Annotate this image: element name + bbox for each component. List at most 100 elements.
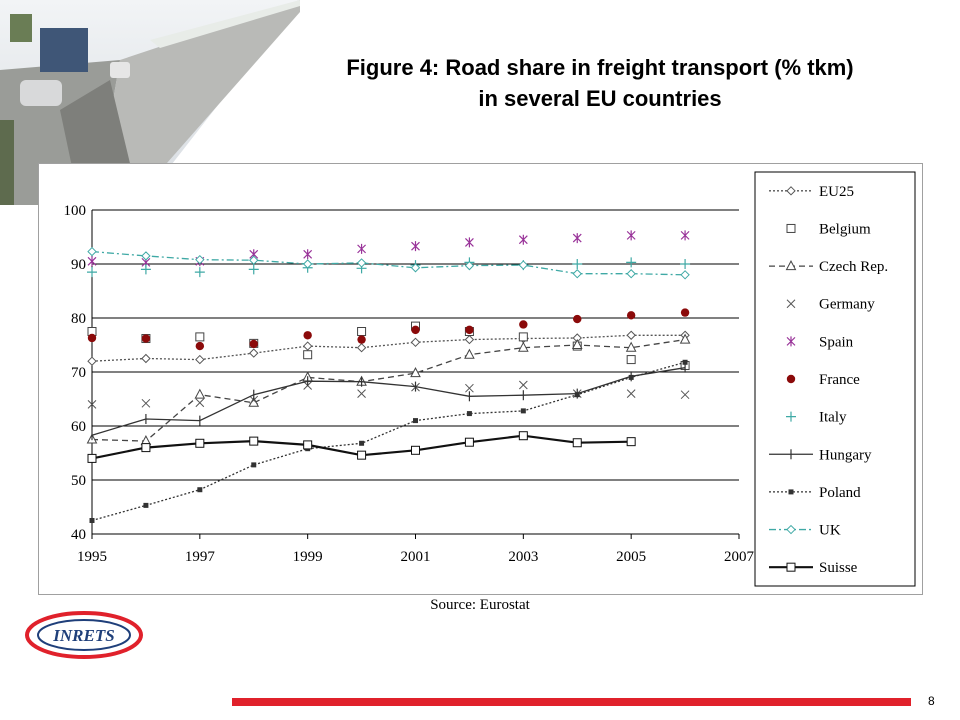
series-line-eu25 <box>91 334 686 362</box>
data-point-poland <box>628 374 634 380</box>
data-point-italy <box>680 259 691 269</box>
data-point-italy <box>140 264 151 275</box>
data-point-poland <box>89 518 95 523</box>
data-point-france <box>303 331 312 340</box>
data-point-spain <box>680 230 690 241</box>
legend-label-czech-rep: Czech Rep. <box>819 259 888 275</box>
data-point-france <box>573 314 582 324</box>
legend-label-belgium: Belgium <box>819 221 871 237</box>
data-point-germany <box>465 383 474 393</box>
data-point-germany <box>87 400 97 409</box>
data-point-uk <box>572 269 582 279</box>
data-point-suisse <box>303 440 313 450</box>
data-point-germany <box>680 390 690 400</box>
data-point-uk <box>518 260 529 270</box>
data-point-czech-rep <box>625 341 637 352</box>
data-point-suisse <box>518 431 528 441</box>
data-point-belgium <box>303 350 313 360</box>
data-point-italy <box>572 259 583 269</box>
data-point-france <box>680 308 690 317</box>
source-caption: Source: Eurostat <box>430 597 530 613</box>
data-point-germany <box>518 380 528 390</box>
data-point-spain <box>518 234 528 245</box>
data-point-poland <box>413 418 418 424</box>
legend-label-suisse: Suisse <box>819 560 858 576</box>
x-tick-label: 2001 <box>401 549 431 565</box>
data-point-eu25 <box>302 341 313 351</box>
data-point-czech-rep <box>464 348 475 359</box>
data-point-germany <box>249 395 259 405</box>
x-tick-label: 1997 <box>185 549 216 565</box>
data-point-suisse <box>195 438 205 448</box>
legend-marker-france <box>786 374 796 384</box>
x-tick-label: 1995 <box>77 549 107 565</box>
data-point-eu25 <box>87 356 97 366</box>
data-point-italy <box>87 267 97 278</box>
title-line-2: in several EU countries <box>478 86 722 111</box>
data-point-poland <box>520 408 526 414</box>
legend-box <box>754 171 916 587</box>
data-point-spain <box>464 237 474 248</box>
legend-label-italy: Italy <box>819 410 847 426</box>
x-tick-label: 2003 <box>508 549 538 565</box>
data-point-belgium <box>195 332 205 342</box>
legend-marker-italy <box>786 411 796 422</box>
y-tick-label: 60 <box>71 419 86 435</box>
data-point-uk <box>249 255 259 265</box>
data-point-uk <box>680 270 690 280</box>
y-tick-label: 80 <box>71 311 86 327</box>
data-point-uk <box>356 258 367 268</box>
series-line-czech-rep <box>91 338 686 442</box>
line-chart: 40 50 60 70 80 90 100 1995 1997 1999 2001 2003 2005 2… <box>64 171 916 587</box>
legend-label-hungary: Hungary <box>819 447 872 463</box>
data-point-spain <box>303 249 313 260</box>
legend-label-spain: Spain <box>819 334 854 350</box>
data-point-spain <box>572 233 582 244</box>
data-point-france <box>87 333 97 343</box>
data-point-suisse <box>249 436 259 446</box>
data-point-france <box>195 341 205 351</box>
x-tick-label: 2007 <box>724 549 755 565</box>
series-line-uk <box>91 250 686 276</box>
footer-accent-bar <box>232 698 911 706</box>
data-point-poland <box>466 411 472 417</box>
data-point-spain <box>357 243 367 254</box>
data-point-eu25 <box>464 334 475 345</box>
data-point-france <box>141 334 151 343</box>
data-point-suisse <box>411 445 420 455</box>
data-point-spain <box>411 241 420 252</box>
y-tick-label: 90 <box>71 257 86 273</box>
data-point-germany <box>141 398 151 408</box>
legend-label-uk: UK <box>819 523 841 539</box>
legend-marker-belgium <box>786 223 796 233</box>
legend-marker-poland <box>788 489 794 495</box>
data-point-eu25 <box>356 342 367 353</box>
data-point-poland <box>574 392 580 398</box>
data-point-poland <box>251 462 257 468</box>
data-point-poland <box>197 487 203 493</box>
data-point-italy <box>626 257 637 268</box>
legend-marker-eu25 <box>786 186 796 196</box>
x-tick-label: 2005 <box>616 549 646 565</box>
title-line-1: Figure 4: Road share in freight transpor… <box>346 55 854 80</box>
data-point-uk <box>464 260 475 271</box>
data-point-italy <box>248 264 259 275</box>
data-point-france <box>626 311 636 320</box>
data-point-suisse <box>357 450 367 460</box>
data-point-france <box>249 339 258 349</box>
data-point-germany <box>195 398 205 408</box>
data-point-belgium <box>518 332 528 342</box>
legend-label-eu25: EU25 <box>819 184 854 200</box>
data-point-czech-rep <box>679 333 691 344</box>
data-point-eu25 <box>195 354 205 365</box>
page-number: 8 <box>928 694 935 708</box>
data-point-spain <box>626 230 636 241</box>
data-point-germany <box>357 389 366 398</box>
data-point-suisse <box>141 443 151 453</box>
legend-marker-uk <box>786 524 796 535</box>
data-point-belgium <box>626 355 636 365</box>
data-point-uk <box>87 246 97 257</box>
inrets-logo: INRETS <box>25 611 143 659</box>
data-point-uk <box>195 254 205 265</box>
data-point-poland <box>359 440 365 446</box>
